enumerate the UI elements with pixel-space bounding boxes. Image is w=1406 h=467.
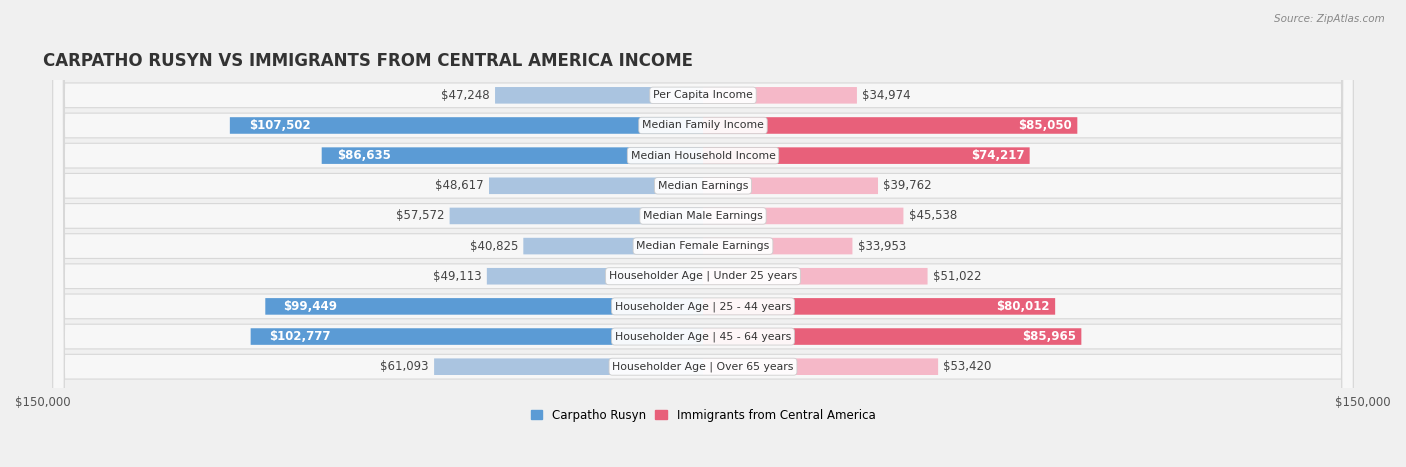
Text: $45,538: $45,538 [908,209,957,222]
Text: Median Family Income: Median Family Income [643,120,763,130]
FancyBboxPatch shape [703,358,938,375]
Text: $53,420: $53,420 [943,360,991,373]
FancyBboxPatch shape [52,0,1354,467]
FancyBboxPatch shape [434,358,703,375]
FancyBboxPatch shape [52,0,1354,467]
FancyBboxPatch shape [489,177,703,194]
Text: $102,777: $102,777 [269,330,330,343]
Text: Median Female Earnings: Median Female Earnings [637,241,769,251]
Text: $39,762: $39,762 [883,179,932,192]
FancyBboxPatch shape [486,268,703,284]
Text: Median Male Earnings: Median Male Earnings [643,211,763,221]
Text: $61,093: $61,093 [381,360,429,373]
Text: $51,022: $51,022 [932,270,981,283]
FancyBboxPatch shape [703,148,1029,164]
FancyBboxPatch shape [322,148,703,164]
FancyBboxPatch shape [703,87,856,104]
FancyBboxPatch shape [52,0,1354,467]
Text: $99,449: $99,449 [283,300,337,313]
Legend: Carpatho Rusyn, Immigrants from Central America: Carpatho Rusyn, Immigrants from Central … [530,409,876,422]
FancyBboxPatch shape [703,177,877,194]
Text: CARPATHO RUSYN VS IMMIGRANTS FROM CENTRAL AMERICA INCOME: CARPATHO RUSYN VS IMMIGRANTS FROM CENTRA… [42,52,693,71]
FancyBboxPatch shape [229,117,703,134]
Text: $48,617: $48,617 [434,179,484,192]
FancyBboxPatch shape [52,0,1354,467]
FancyBboxPatch shape [703,268,928,284]
Text: $85,965: $85,965 [1022,330,1076,343]
FancyBboxPatch shape [52,0,1354,467]
FancyBboxPatch shape [52,0,1354,467]
FancyBboxPatch shape [450,208,703,224]
Text: $34,974: $34,974 [862,89,911,102]
FancyBboxPatch shape [703,328,1081,345]
Text: $80,012: $80,012 [997,300,1050,313]
Text: Median Household Income: Median Household Income [630,151,776,161]
FancyBboxPatch shape [52,0,1354,467]
FancyBboxPatch shape [266,298,703,315]
FancyBboxPatch shape [52,0,1354,467]
Text: Median Earnings: Median Earnings [658,181,748,191]
FancyBboxPatch shape [523,238,703,255]
FancyBboxPatch shape [52,0,1354,467]
FancyBboxPatch shape [703,298,1054,315]
Text: Per Capita Income: Per Capita Income [652,90,754,100]
FancyBboxPatch shape [495,87,703,104]
Text: Householder Age | Over 65 years: Householder Age | Over 65 years [612,361,794,372]
FancyBboxPatch shape [703,208,904,224]
FancyBboxPatch shape [250,328,703,345]
Text: Source: ZipAtlas.com: Source: ZipAtlas.com [1274,14,1385,24]
Text: $107,502: $107,502 [249,119,311,132]
Text: $57,572: $57,572 [396,209,444,222]
Text: $33,953: $33,953 [858,240,905,253]
FancyBboxPatch shape [703,238,852,255]
Text: $49,113: $49,113 [433,270,482,283]
Text: $85,050: $85,050 [1018,119,1071,132]
Text: Householder Age | 25 - 44 years: Householder Age | 25 - 44 years [614,301,792,311]
FancyBboxPatch shape [52,0,1354,467]
Text: Householder Age | Under 25 years: Householder Age | Under 25 years [609,271,797,282]
Text: $40,825: $40,825 [470,240,517,253]
Text: $47,248: $47,248 [441,89,489,102]
Text: Householder Age | 45 - 64 years: Householder Age | 45 - 64 years [614,331,792,342]
Text: $86,635: $86,635 [337,149,391,162]
Text: $74,217: $74,217 [972,149,1025,162]
FancyBboxPatch shape [703,117,1077,134]
